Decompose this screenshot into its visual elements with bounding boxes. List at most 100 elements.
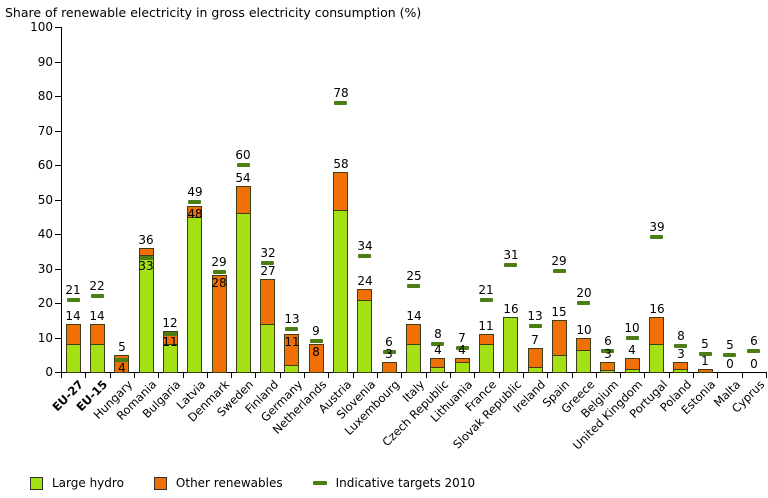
indicative-target-dash-icon (312, 481, 327, 485)
target-dash (674, 344, 687, 349)
total-label: 24 (357, 274, 373, 289)
target-label: 6 (604, 334, 612, 349)
x-tick (85, 373, 86, 378)
legend-label-large-hydro: Large hydro (52, 476, 124, 490)
bar-segment-other-renewables (625, 358, 640, 370)
target-label: 20 (576, 285, 592, 300)
bar-segment-other-renewables (66, 323, 81, 346)
target-dash (164, 332, 177, 337)
target-dash (723, 352, 736, 357)
total-label: 15 (551, 305, 567, 320)
x-tick (499, 373, 500, 378)
total-label: 48 (187, 207, 203, 222)
x-tick (669, 373, 670, 378)
target-dash (115, 357, 128, 362)
x-tick (742, 373, 743, 378)
y-tick-label: 10 (37, 330, 53, 345)
bar-segment-other-renewables (382, 361, 397, 373)
total-label: 14 (89, 308, 105, 323)
target-dash (529, 324, 542, 329)
total-label: 58 (333, 156, 349, 171)
x-tick (450, 373, 451, 378)
y-tick-label: 40 (37, 227, 53, 241)
x-tick (353, 373, 354, 378)
target-label: 11 (162, 335, 178, 350)
y-tick-label: 50 (37, 192, 53, 207)
y-tick (55, 234, 61, 235)
y-tick-label: 80 (37, 89, 53, 103)
total-label: 4 (434, 343, 442, 358)
y-tick-label: 100 (30, 20, 53, 34)
y-tick-label: 70 (37, 123, 53, 138)
target-dash (358, 254, 371, 259)
bar-segment-large-hydro (455, 361, 470, 373)
target-label: 29 (551, 253, 567, 268)
target-dash (213, 269, 226, 274)
total-label: 36 (138, 232, 154, 247)
total-label: 27 (260, 263, 276, 278)
x-tick (304, 373, 305, 378)
target-label: 13 (284, 311, 300, 326)
target-label: 5 (701, 337, 709, 352)
target-label: 49 (187, 184, 203, 199)
y-tick (55, 96, 61, 97)
y-tick-label: 0 (45, 365, 53, 379)
target-dash (261, 261, 274, 266)
total-label: 12 (162, 315, 178, 330)
x-tick (572, 373, 573, 378)
target-label: 78 (333, 85, 349, 100)
total-label: 16 (649, 301, 665, 316)
bar-segment-other-renewables (236, 185, 251, 215)
target-dash (626, 335, 639, 340)
target-label: 31 (503, 248, 519, 263)
x-tick (426, 373, 427, 378)
target-dash (601, 349, 614, 354)
target-dash (91, 294, 104, 299)
target-label: 4 (118, 360, 126, 375)
x-tick (644, 373, 645, 378)
bar-segment-other-renewables (139, 247, 154, 256)
bar-segment-other-renewables (455, 358, 470, 363)
legend-item-other-renewables: Other renewables (153, 476, 283, 490)
total-label: 16 (503, 301, 519, 316)
y-tick (55, 130, 61, 132)
target-label: 5 (726, 337, 734, 352)
bar-segment-other-renewables (552, 320, 567, 356)
bar-segment-other-renewables (479, 334, 494, 346)
x-tick (280, 373, 281, 378)
total-label: 1 (701, 353, 709, 368)
legend-label-indicative-targets: Indicative targets 2010 (335, 476, 476, 490)
y-tick (55, 337, 61, 339)
target-dash (456, 345, 469, 350)
target-label: 21 (65, 282, 81, 297)
target-dash (334, 100, 347, 105)
target-dash (553, 268, 566, 273)
target-dash (310, 338, 323, 343)
total-label: 54 (235, 170, 251, 185)
total-label: 3 (604, 346, 612, 361)
target-dash (67, 297, 80, 302)
target-label: 22 (89, 279, 105, 294)
target-dash (480, 297, 493, 302)
legend-item-indicative-targets: Indicative targets 2010 (312, 476, 476, 490)
target-label: 21 (478, 282, 494, 297)
target-label: 39 (649, 220, 665, 235)
bar-segment-large-hydro (187, 216, 202, 373)
bar-segment-large-hydro (284, 365, 299, 373)
y-tick (55, 165, 61, 166)
target-dash (577, 300, 590, 305)
bar-segment-other-renewables (673, 361, 688, 370)
target-dash (407, 283, 420, 288)
x-tick (377, 373, 378, 378)
y-tick (55, 199, 61, 201)
y-axis (61, 27, 62, 373)
total-label: 4 (458, 343, 466, 358)
other-renewables-swatch-icon (153, 476, 167, 490)
x-tick (693, 373, 694, 378)
x-tick (547, 373, 548, 378)
total-label: 3 (677, 346, 685, 361)
y-tick-label: 30 (37, 261, 53, 276)
target-dash (188, 199, 201, 204)
